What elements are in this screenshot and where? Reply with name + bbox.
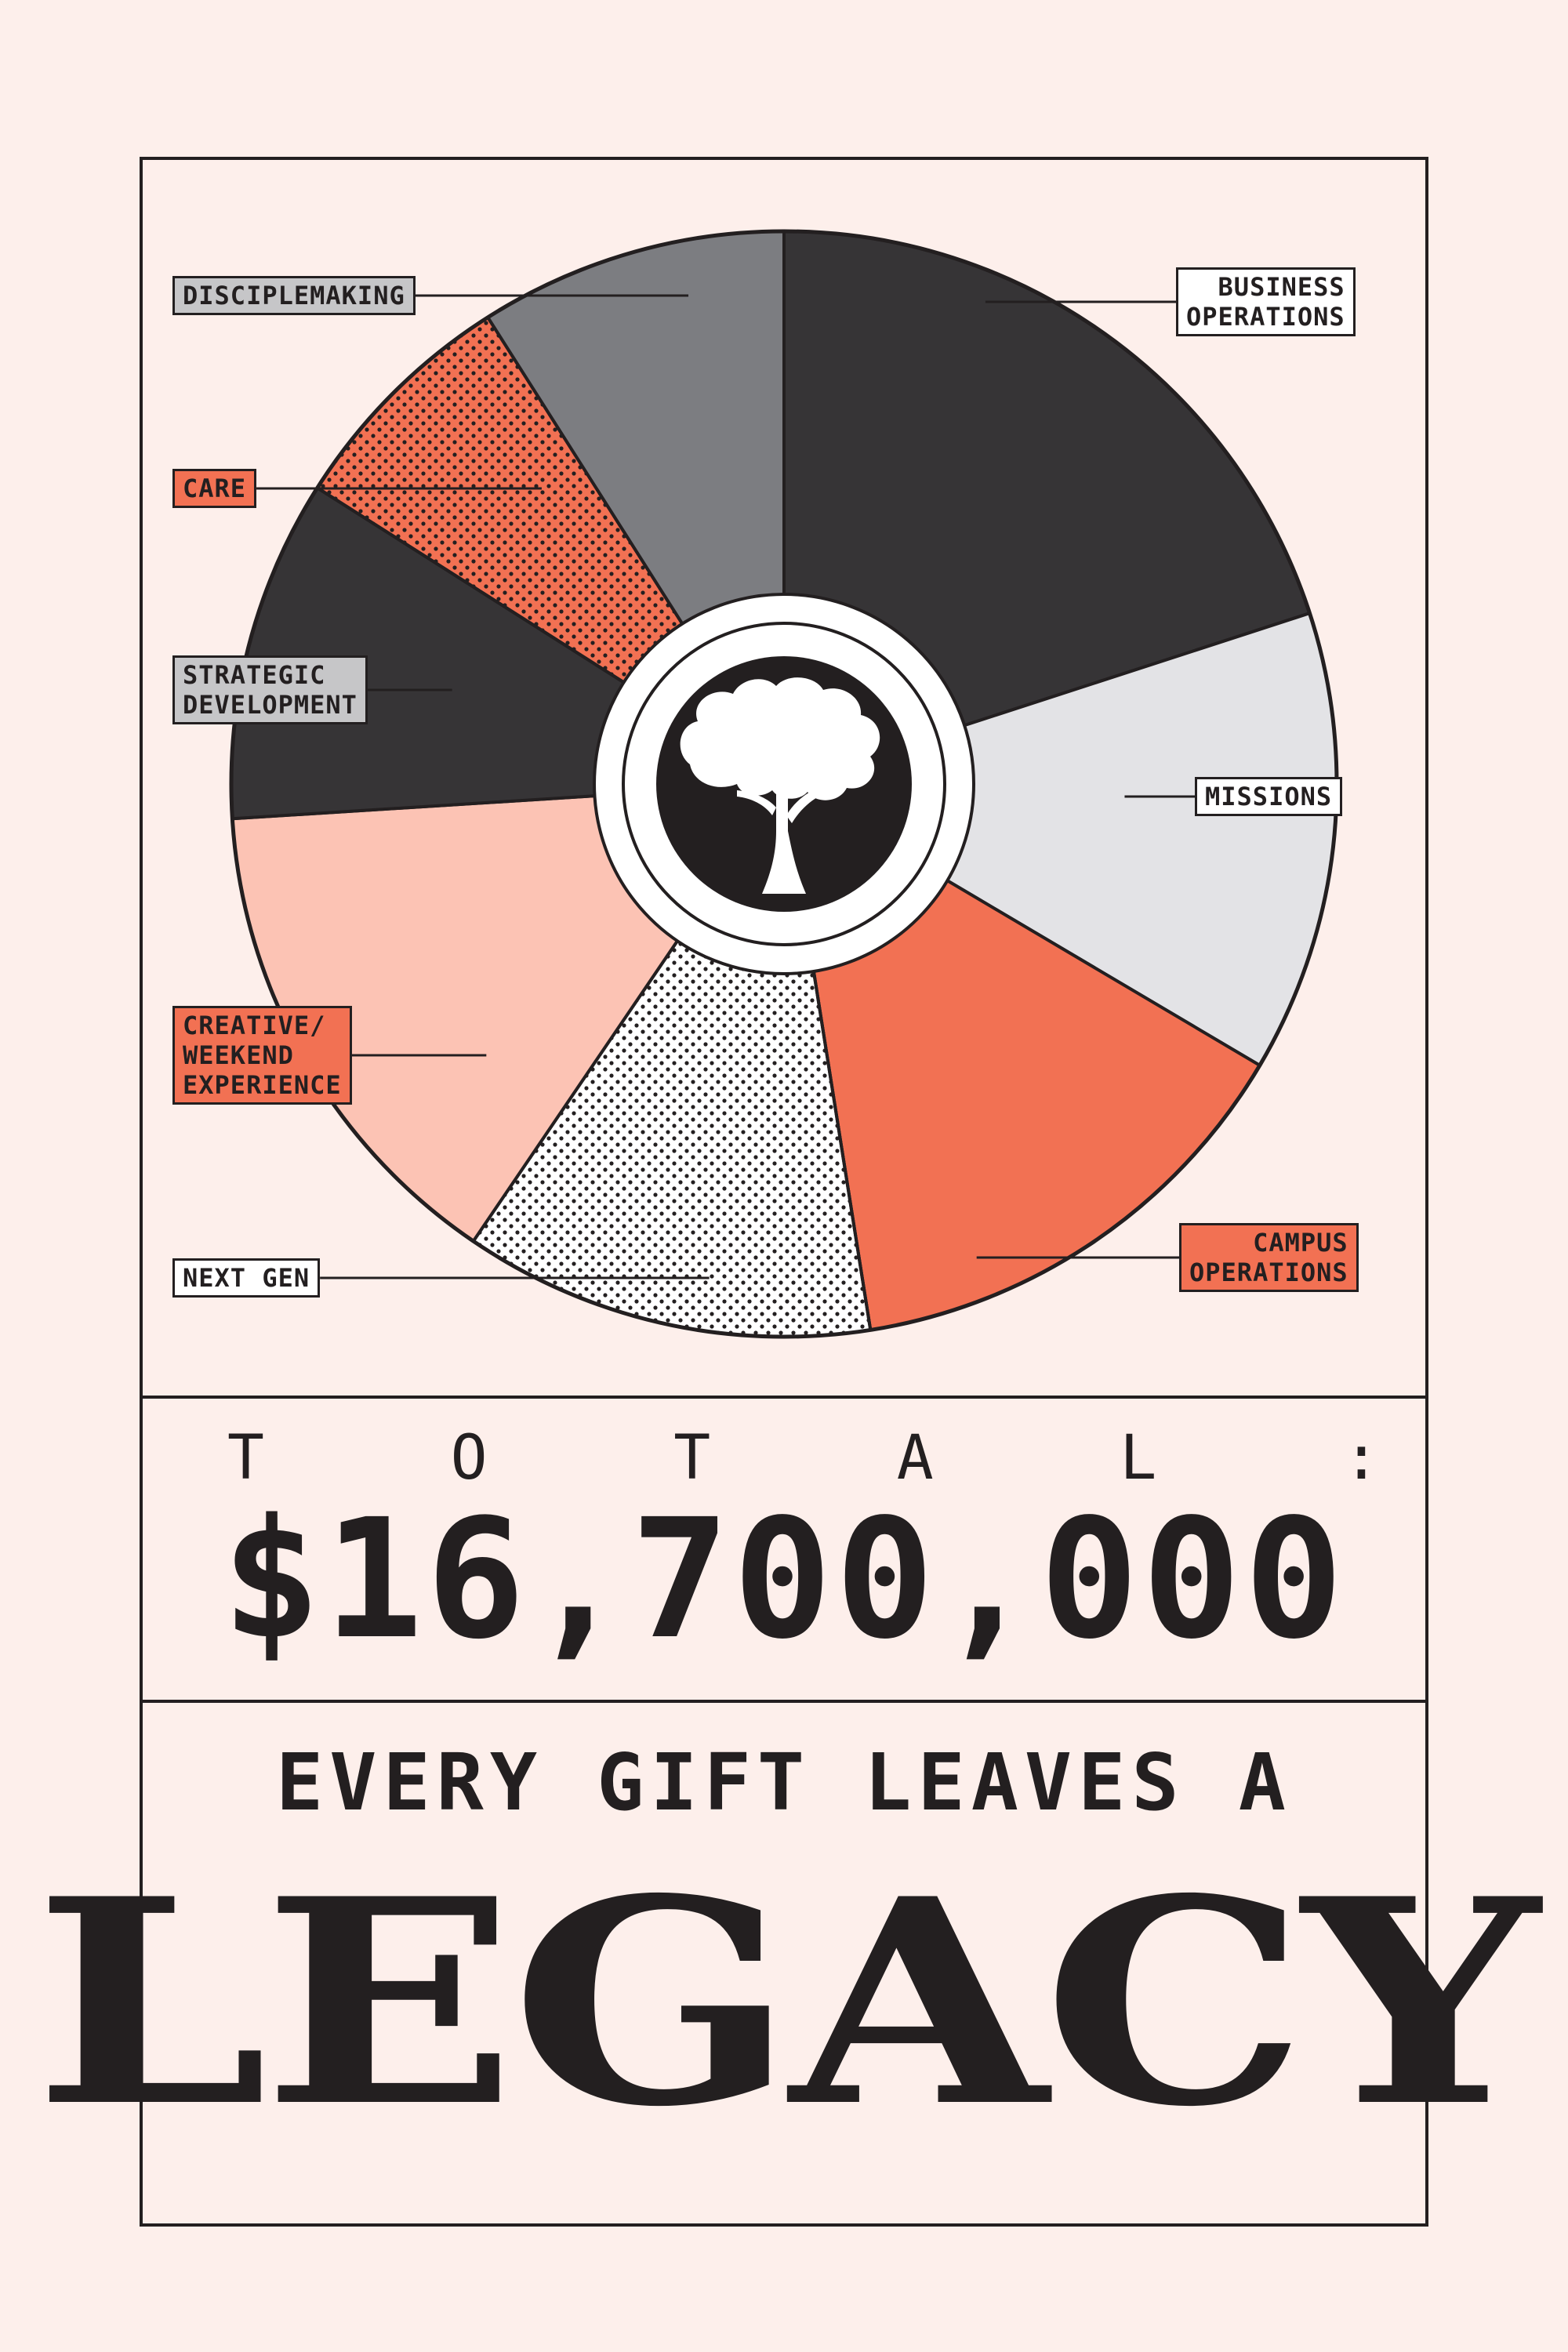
- total-label-char: T: [227, 1423, 264, 1494]
- tagline: EVERY GIFT LEAVES A: [276, 1737, 1292, 1828]
- callout-care: CARE: [172, 469, 257, 508]
- total-label-char: O: [450, 1423, 488, 1494]
- callout-strategic-development: STRATEGIC DEVELOPMENT: [172, 655, 368, 724]
- divider-chart: [140, 1396, 1428, 1399]
- total-label-char: A: [896, 1423, 934, 1494]
- callout-campus-operations: CAMPUS OPERATIONS: [1179, 1223, 1359, 1292]
- callout-business-operations: BUSINESS OPERATIONS: [1176, 267, 1356, 336]
- divider-total: [140, 1700, 1428, 1703]
- total-label-char: L: [1120, 1423, 1157, 1494]
- headline-legacy: LEGACY: [34, 1837, 1540, 2169]
- callout-disciplemaking: DISCIPLEMAKING: [172, 276, 416, 315]
- callout-creative-weekend-experience: CREATIVE/ WEEKEND EXPERIENCE: [172, 1006, 352, 1105]
- total-label-char: :: [1342, 1423, 1380, 1494]
- pie-chart: [229, 229, 1339, 1339]
- poster-frame: [140, 157, 1428, 2227]
- total-label-char: T: [673, 1423, 711, 1494]
- callout-next-gen: NEXT GEN: [172, 1258, 321, 1298]
- total-amount: $16,700,000: [221, 1483, 1347, 1675]
- total-label: T O T A L :: [227, 1423, 1380, 1494]
- center-emblem: [593, 593, 975, 975]
- tree-icon: [680, 677, 880, 894]
- callout-missions: MISSIONS: [1195, 777, 1343, 816]
